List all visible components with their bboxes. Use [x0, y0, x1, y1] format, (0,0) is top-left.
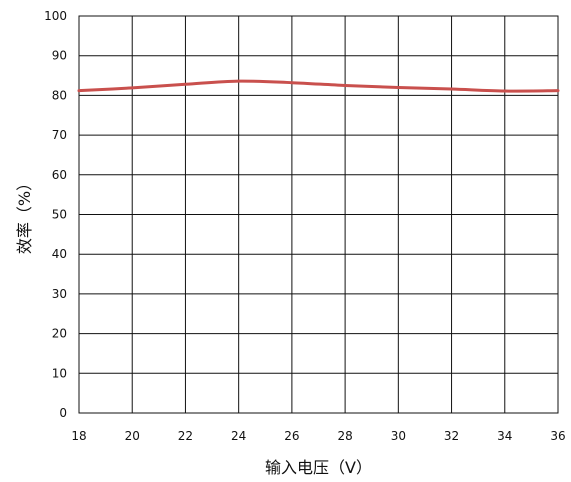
x-tick-label: 30	[391, 429, 406, 443]
x-tick-label: 20	[125, 429, 140, 443]
x-tick-label: 28	[337, 429, 352, 443]
y-axis-title: 效率（%）	[15, 175, 34, 254]
x-tick-label: 26	[284, 429, 299, 443]
y-tick-label: 70	[52, 128, 67, 142]
plot-area	[78, 15, 559, 414]
grid-lines	[78, 15, 559, 414]
x-tick-labels: 18 20 22 24 26 28 30 32 34 36	[71, 429, 565, 443]
x-tick-label: 36	[550, 429, 565, 443]
y-tick-labels: 0 10 20 30 40 50 60 70 80 90 100	[44, 9, 67, 420]
y-tick-label: 50	[52, 208, 67, 222]
y-tick-label: 0	[59, 406, 67, 420]
y-tick-label: 10	[52, 366, 67, 380]
y-tick-label: 90	[52, 49, 67, 63]
y-tick-label: 60	[52, 168, 67, 182]
y-tick-label: 20	[52, 327, 67, 341]
x-tick-label: 24	[231, 429, 246, 443]
series-layer	[77, 79, 560, 93]
y-tick-label: 30	[52, 287, 67, 301]
x-axis-title: 输入电压（V）	[265, 458, 372, 477]
x-tick-label: 22	[178, 429, 193, 443]
y-tick-label: 80	[52, 88, 67, 102]
x-tick-label: 32	[444, 429, 459, 443]
efficiency-series-line	[77, 79, 560, 93]
y-tick-label: 40	[52, 247, 67, 261]
x-tick-label: 34	[497, 429, 512, 443]
y-tick-label: 100	[44, 9, 67, 23]
x-tick-label: 18	[71, 429, 86, 443]
